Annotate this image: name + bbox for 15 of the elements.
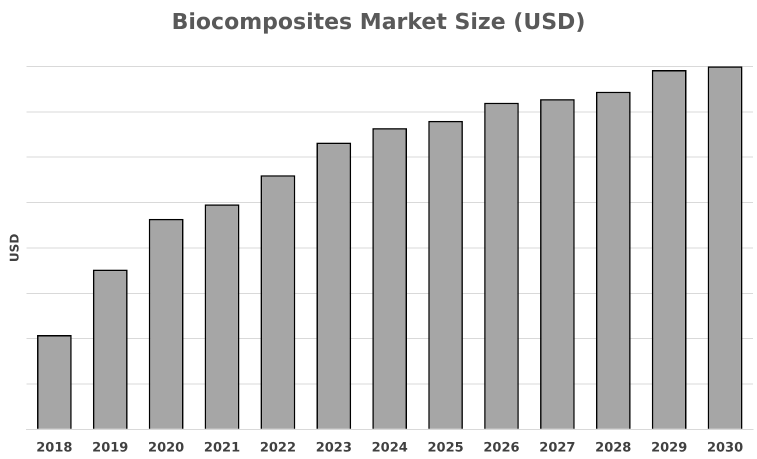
x-tick-label: 2025 (428, 440, 464, 456)
x-tick-label: 2020 (148, 440, 184, 456)
x-tick-label: 2026 (483, 440, 520, 456)
x-tick-label: 2019 (92, 440, 128, 456)
x-tick-label: 2023 (316, 440, 352, 456)
x-tick-label: 2030 (706, 440, 744, 456)
x-tick-label: 2028 (595, 440, 632, 456)
y-axis-title: USD (7, 234, 22, 262)
x-tick-label: 2029 (651, 440, 688, 456)
x-tick-label: 2027 (539, 440, 576, 456)
x-tick-label: 2024 (372, 440, 408, 456)
x-tick-label: 2018 (36, 440, 72, 456)
chart-title: Biocomposites Market Size (USD) (172, 10, 586, 35)
x-tick-label: 2022 (260, 440, 296, 456)
x-tick-label: 2021 (204, 440, 240, 456)
